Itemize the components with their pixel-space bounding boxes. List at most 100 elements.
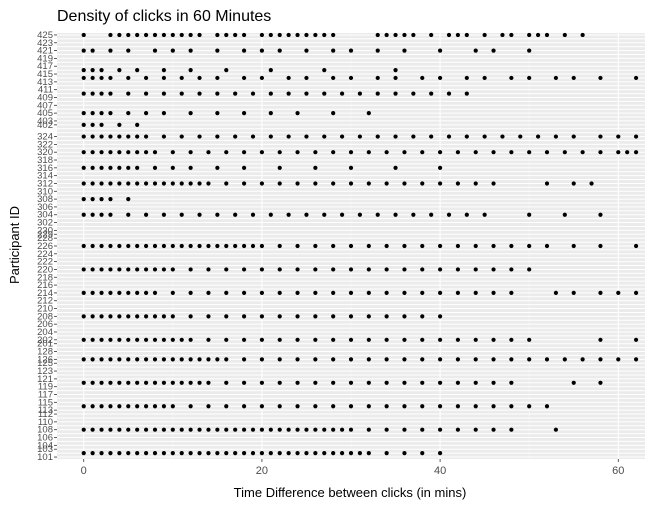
data-point: [215, 32, 220, 38]
data-point: [126, 404, 131, 409]
data-point: [366, 267, 371, 272]
data-point: [233, 212, 238, 217]
y-tick-label: 218: [37, 272, 53, 283]
data-point: [241, 150, 247, 155]
data-point: [491, 380, 496, 385]
data-point: [455, 181, 461, 186]
data-point: [99, 314, 104, 319]
data-point: [331, 111, 336, 116]
data-point: [108, 314, 113, 319]
data-point: [322, 212, 327, 217]
data-point: [99, 212, 104, 217]
data-point: [357, 91, 363, 96]
data-point: [188, 32, 193, 38]
data-point: [179, 380, 184, 385]
data-point: [393, 165, 398, 170]
data-point: [482, 134, 487, 139]
data-point: [402, 48, 407, 53]
data-point: [241, 404, 247, 409]
data-point: [206, 427, 211, 432]
y-tick-label: 214: [37, 288, 53, 299]
data-point: [108, 75, 113, 81]
data-point: [135, 122, 140, 127]
data-point: [633, 357, 639, 362]
data-point: [598, 134, 603, 139]
data-point: [420, 404, 425, 409]
data-point: [108, 165, 113, 170]
data-point: [544, 243, 550, 249]
data-point: [108, 212, 113, 217]
data-point: [224, 267, 229, 272]
data-point: [616, 150, 621, 155]
data-point: [589, 181, 594, 186]
data-point: [527, 212, 532, 217]
data-point: [188, 314, 193, 319]
data-point: [152, 48, 158, 53]
data-point: [455, 357, 461, 362]
data-point: [117, 290, 122, 295]
data-point: [259, 404, 265, 409]
data-point: [491, 404, 496, 409]
data-point: [90, 122, 95, 127]
y-axis-ticks: 1011031041061081101121131151171191211231…: [37, 30, 57, 463]
data-point: [420, 290, 425, 295]
data-point: [197, 91, 202, 96]
data-point: [571, 134, 576, 139]
data-point: [304, 75, 309, 81]
data-point: [616, 290, 621, 295]
data-point: [571, 290, 576, 295]
data-point: [188, 267, 193, 272]
data-point: [117, 267, 122, 272]
data-point: [402, 451, 407, 456]
data-point: [90, 451, 95, 456]
data-point: [108, 337, 113, 342]
data-point: [259, 357, 265, 362]
data-point: [152, 243, 158, 249]
data-point: [90, 165, 95, 170]
data-point: [509, 243, 514, 249]
data-point: [143, 357, 149, 362]
data-point: [313, 181, 318, 186]
data-point: [348, 404, 354, 409]
data-point: [108, 111, 113, 116]
data-point: [90, 314, 95, 319]
data-point: [143, 267, 149, 272]
data-point: [366, 314, 371, 319]
data-point: [553, 75, 559, 81]
data-point: [206, 267, 211, 272]
data-point: [152, 165, 158, 170]
y-tick-label: 425: [37, 30, 53, 41]
y-tick-label: 228: [37, 233, 53, 244]
data-point: [277, 243, 282, 249]
data-point: [152, 380, 158, 385]
data-point: [90, 91, 95, 96]
data-point: [215, 451, 220, 456]
data-point: [491, 181, 496, 186]
y-tick-label: 117: [38, 390, 53, 401]
data-point: [241, 111, 247, 116]
data-point: [99, 267, 104, 272]
data-point: [117, 32, 122, 38]
data-point: [331, 75, 336, 81]
data-point: [384, 314, 389, 319]
y-tick-label: 316: [37, 163, 53, 174]
data-point: [437, 314, 443, 319]
data-point: [143, 150, 149, 155]
y-tick-label: 322: [37, 139, 53, 150]
data-point: [126, 427, 131, 432]
data-point: [215, 427, 220, 432]
data-point: [313, 380, 318, 385]
data-point: [179, 32, 184, 38]
data-point: [420, 337, 425, 342]
data-point: [90, 427, 95, 432]
y-axis-title: Participant ID: [7, 206, 22, 284]
data-point: [277, 150, 282, 155]
data-point: [455, 380, 461, 385]
data-point: [215, 75, 220, 81]
data-point: [402, 181, 407, 186]
data-point: [420, 357, 425, 362]
data-point: [598, 212, 603, 217]
data-point: [81, 48, 86, 53]
data-point: [188, 68, 193, 73]
data-point: [553, 134, 559, 139]
